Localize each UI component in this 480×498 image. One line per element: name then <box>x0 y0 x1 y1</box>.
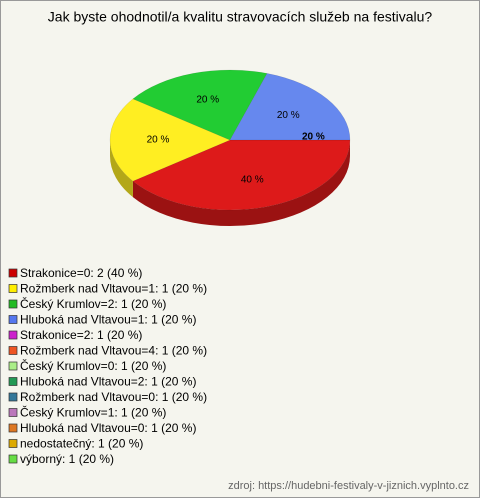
legend-swatch <box>8 392 18 402</box>
legend-label: Rožmberk nad Vltavou=4: 1 (20 %) <box>20 344 207 358</box>
slice-label: 20 % <box>196 95 219 106</box>
legend-label: Rožmberk nad Vltavou=0: 1 (20 %) <box>20 390 207 404</box>
slice <box>109 98 231 182</box>
legend-label: Český Krumlov=2: 1 (20 %) <box>20 296 166 311</box>
slice-side <box>110 140 133 198</box>
legend-swatch <box>8 346 18 355</box>
legend-swatch <box>8 439 18 448</box>
legend-swatch <box>8 454 18 464</box>
source: zdroj: https://hudebni-festivaly-v-jizni… <box>228 480 469 492</box>
slice <box>229 73 351 141</box>
legend-label: Strakonice=0: 2 (40 %) <box>20 266 142 280</box>
legend-label: Hluboká nad Vltavou=2: 1 (20 %) <box>20 375 196 389</box>
legend-swatch <box>8 299 18 309</box>
legend-label: Hluboká nad Vltavou=0: 1 (20 %) <box>20 421 196 435</box>
slice <box>132 139 351 211</box>
legend-swatch <box>8 330 18 340</box>
slice-label: 20 % <box>147 135 170 146</box>
legend-label: Strakonice=2: 1 (20 %) <box>20 328 142 342</box>
legend-swatch <box>8 284 18 293</box>
legend-swatch <box>8 361 18 371</box>
legend-swatch <box>8 377 18 386</box>
legend-label: Rožmberk nad Vltavou=1: 1 (20 %) <box>20 282 207 296</box>
legend-swatch <box>8 268 18 278</box>
legend-label: nedostatečný: 1 (20 %) <box>20 437 143 451</box>
legend-swatch <box>8 423 18 433</box>
slice-label: 20 % <box>277 110 300 121</box>
legend-label: Český Krumlov=1: 1 (20 %) <box>20 405 166 420</box>
legend-swatch <box>8 408 18 417</box>
slice-label: 40 % <box>241 175 264 186</box>
chart-title: Jak byste ohodnotil/a kvalitu stravovací… <box>48 9 433 25</box>
legend-label: výborný: 1 (20 %) <box>20 452 114 466</box>
slice <box>132 69 268 141</box>
legend-label: Hluboká nad Vltavou=1: 1 (20 %) <box>20 313 196 327</box>
legend-swatch <box>8 315 18 324</box>
legend-label: Český Krumlov=0: 1 (20 %) <box>20 358 166 373</box>
slice-side <box>132 140 350 227</box>
overflow-label: 20 % <box>302 132 325 143</box>
